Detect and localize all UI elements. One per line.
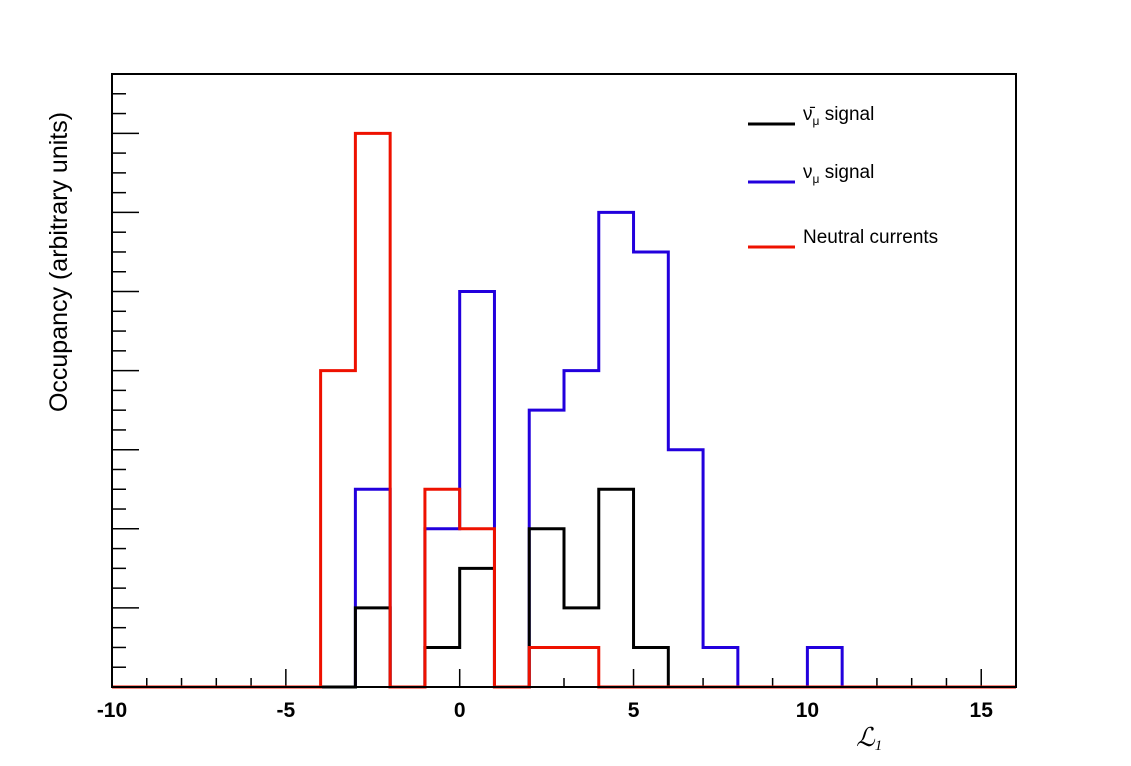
- x-axis-title-main: ℒ: [856, 723, 876, 752]
- legend-label-rest: signal: [819, 104, 874, 125]
- x-tick-label: -10: [97, 699, 127, 722]
- series-line: [112, 487, 1016, 689]
- legend-entry: νμ signal: [803, 162, 874, 186]
- series-line: [112, 210, 1016, 689]
- y-axis-title: Occupancy (arbitrary units): [45, 112, 73, 412]
- histogram-series: [112, 131, 1016, 689]
- legend-label-subscript: μ: [813, 114, 820, 128]
- legend-label-main: ν: [803, 162, 813, 183]
- x-tick-labels: -10 -5 0 5 10 15: [97, 699, 993, 722]
- legend-entry: ν̄μ signal: [803, 104, 874, 128]
- x-axis-title-subscript: 1: [875, 738, 883, 754]
- x-tick-label: 10: [796, 699, 819, 722]
- legend-entry: Neutral currents: [803, 227, 938, 248]
- x-tick-label: -5: [277, 699, 296, 722]
- x-tick-label: 15: [970, 699, 994, 722]
- legend-label-rest: signal: [819, 162, 874, 183]
- legend-label-main: Neutral currents: [803, 227, 938, 248]
- plot-frame: [111, 73, 1017, 688]
- legend-label-main: ν̄: [803, 104, 816, 125]
- legend-label-subscript: μ: [813, 172, 820, 186]
- x-axis-title: ℒ1: [856, 723, 882, 754]
- x-tick-label: 0: [454, 699, 466, 722]
- x-tick-label: 5: [628, 699, 640, 722]
